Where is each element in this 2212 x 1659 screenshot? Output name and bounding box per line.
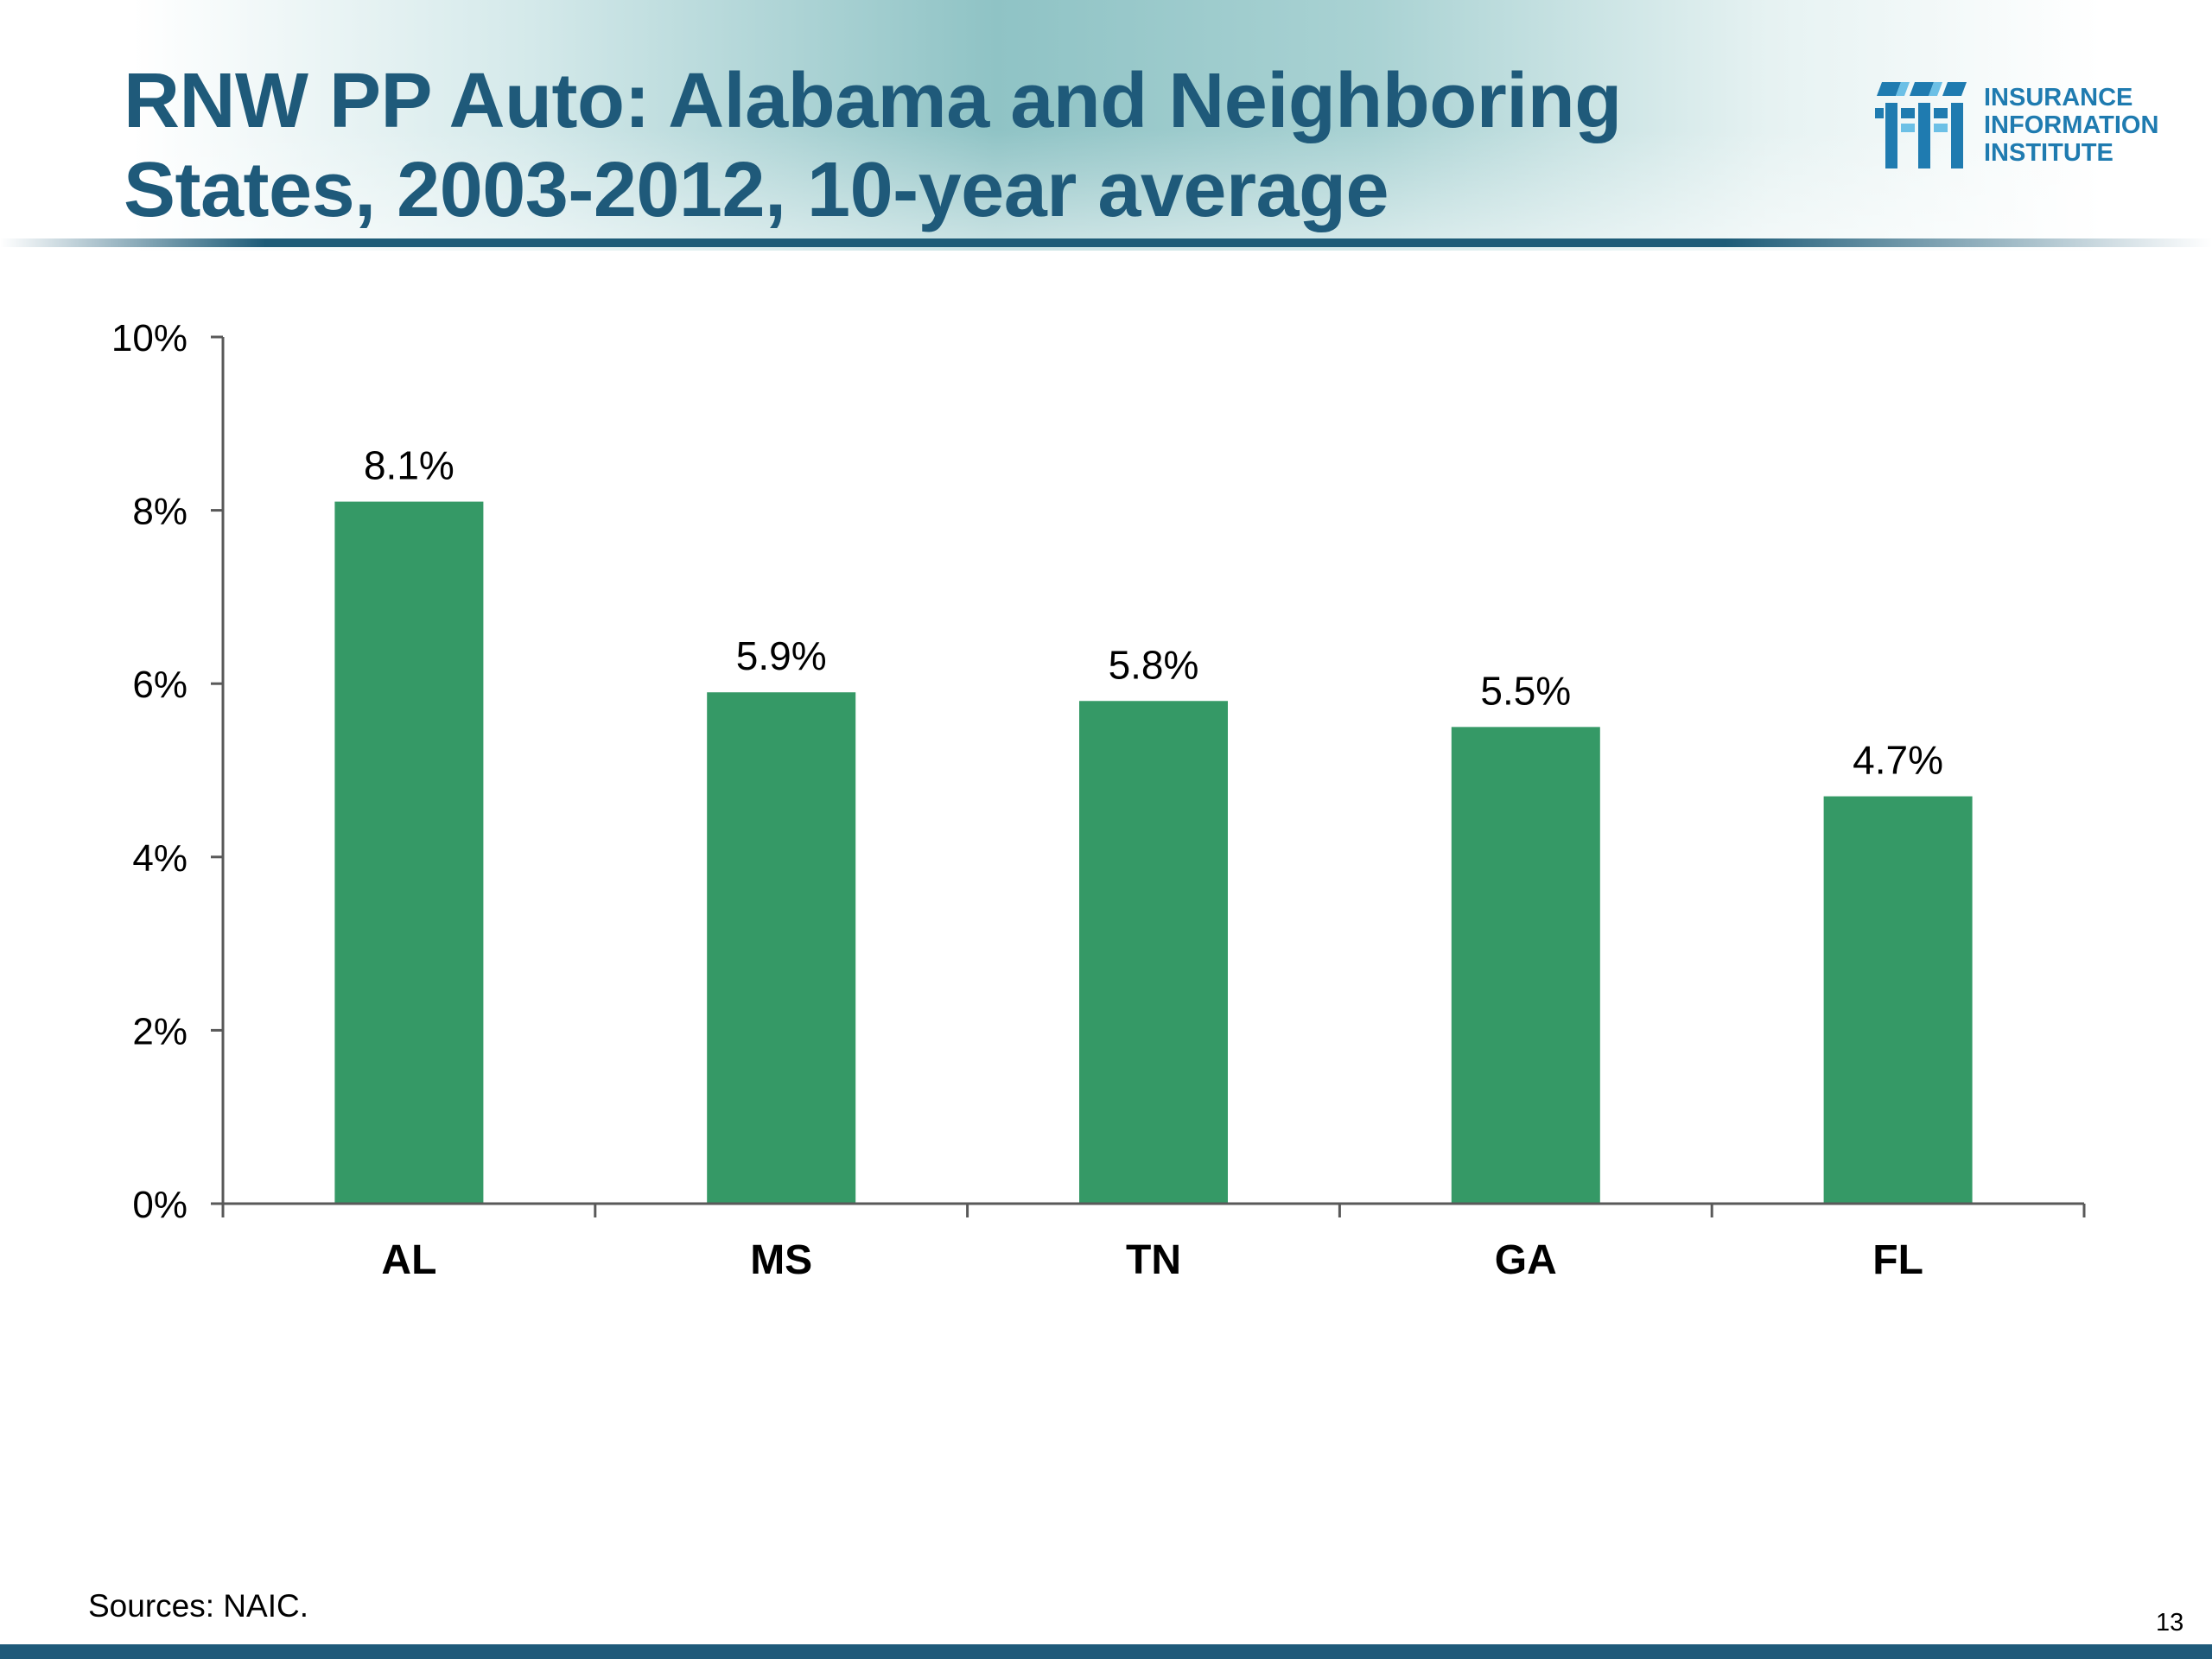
- logo-line-3: INSTITUTE: [1984, 139, 2113, 167]
- y-tick-label: 0%: [132, 1184, 188, 1226]
- x-tick-label-tn: TN: [1126, 1237, 1181, 1283]
- data-label-al: 8.1%: [364, 443, 454, 488]
- bar-al: [334, 501, 484, 1204]
- header-fade: [0, 130, 2212, 251]
- bar-ms: [707, 692, 856, 1204]
- data-label-ga: 5.5%: [1480, 668, 1571, 713]
- footer-bar: [0, 1644, 2212, 1659]
- y-tick-label: 4%: [132, 837, 188, 880]
- source-note: Sources: NAIC.: [88, 1588, 308, 1624]
- x-tick-label-fl: FL: [1872, 1237, 1923, 1283]
- slide-title: RNW PP Auto: Alabama and Neighboring Sta…: [124, 58, 1622, 233]
- x-tick-label-ga: GA: [1495, 1237, 1557, 1283]
- y-tick-label: 6%: [132, 664, 188, 706]
- y-tick-label: 2%: [132, 1010, 188, 1052]
- y-axis-ticks: 0% 2% 4% 6% 8% 10%: [111, 317, 223, 1226]
- data-label-fl: 4.7%: [1853, 738, 1943, 783]
- logo-line-1: INSURANCE: [1984, 84, 2133, 111]
- bars: [334, 501, 1973, 1204]
- logo-text: INSURANCE INFORMATION INSTITUTE: [1984, 84, 2158, 167]
- x-axis-ticks: AL MS TN GA FL: [221, 1204, 2086, 1283]
- x-tick-label-ms: MS: [750, 1237, 812, 1283]
- iii-logo-icon: [1875, 82, 1967, 168]
- bar-ga: [1451, 727, 1600, 1204]
- logo-line-2: INFORMATION: [1984, 111, 2159, 139]
- bar-chart: 0% 2% 4% 6% 8% 10% 8.1% 5.9% 5.8% 5.5% 4.7% AL MS T…: [111, 317, 2086, 1283]
- bar-fl: [1823, 796, 1973, 1204]
- bar-tn: [1079, 701, 1228, 1204]
- x-tick-label-al: AL: [381, 1237, 436, 1283]
- data-label-ms: 5.9%: [736, 633, 827, 678]
- iii-logo: INSURANCE INFORMATION INSTITUTE: [1875, 82, 2186, 168]
- data-labels: 8.1% 5.9% 5.8% 5.5% 4.7%: [364, 443, 1943, 783]
- header-rule: [0, 238, 2212, 247]
- data-label-tn: 5.8%: [1109, 642, 1199, 687]
- page-number: 13: [2156, 1609, 2184, 1637]
- y-tick-label: 8%: [132, 491, 188, 533]
- y-tick-label: 10%: [111, 317, 188, 359]
